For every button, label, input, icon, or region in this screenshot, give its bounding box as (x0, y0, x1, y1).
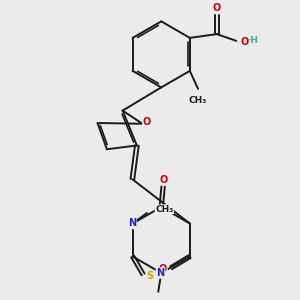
Text: O: O (159, 175, 167, 184)
Text: O: O (159, 263, 167, 274)
Text: N: N (128, 218, 136, 229)
Text: CH₃: CH₃ (155, 205, 173, 214)
Text: O: O (143, 117, 151, 127)
Text: ·H: ·H (247, 36, 258, 45)
Text: O: O (240, 37, 248, 46)
Text: O: O (213, 3, 221, 13)
Text: CH₃: CH₃ (189, 96, 207, 105)
Text: N: N (156, 268, 165, 278)
Text: S: S (146, 272, 154, 281)
